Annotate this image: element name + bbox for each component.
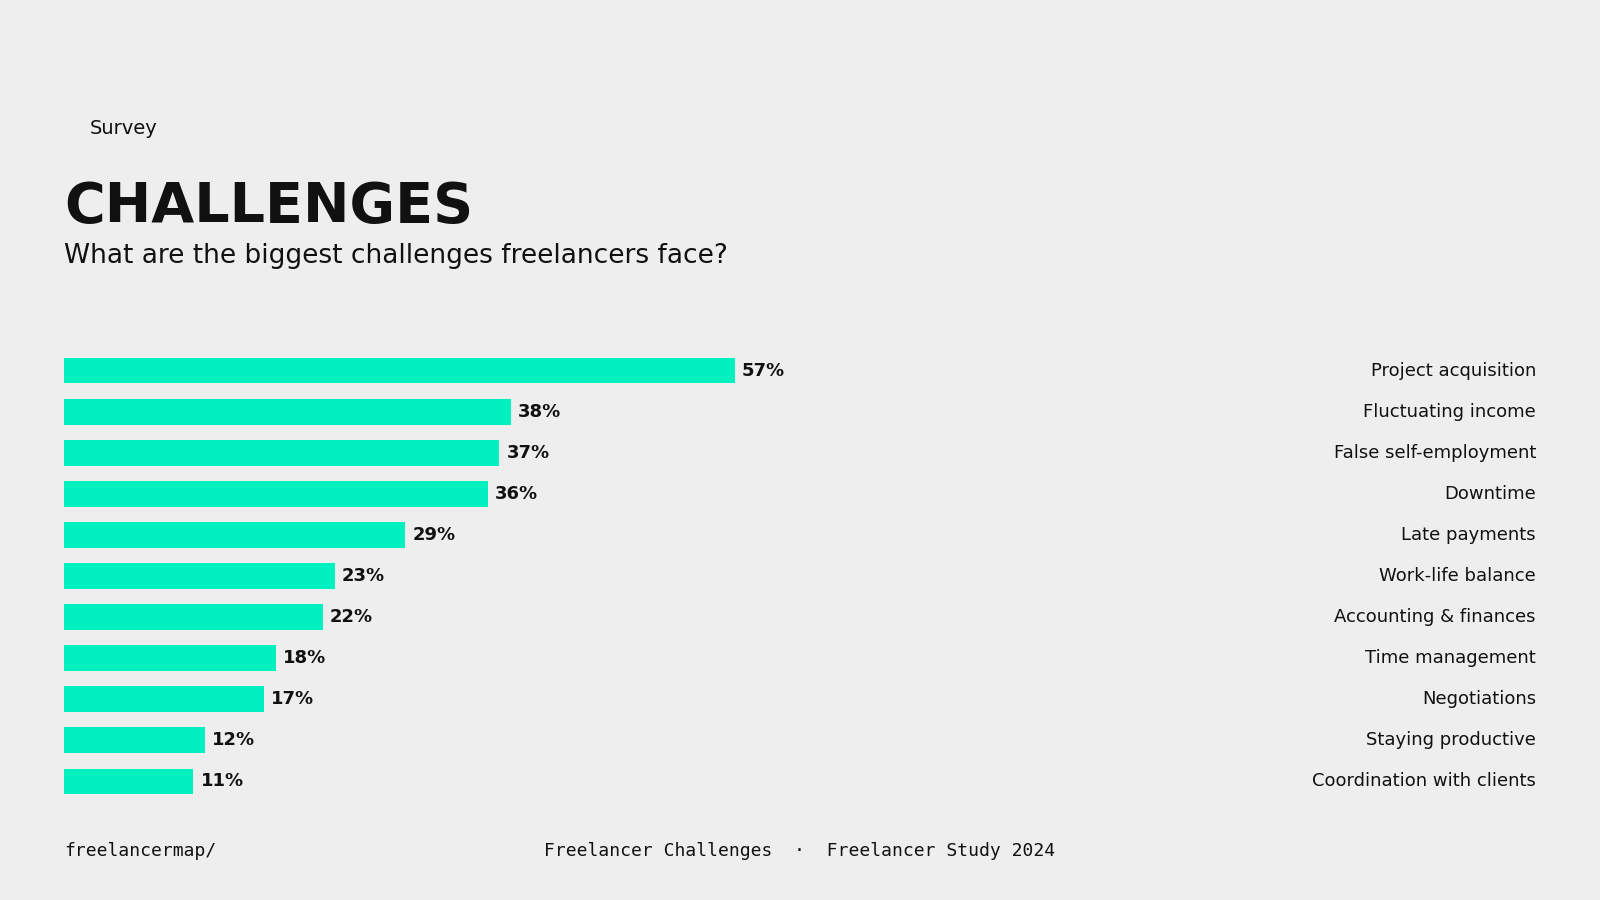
Text: Accounting & finances: Accounting & finances: [1334, 608, 1536, 626]
Text: Project acquisition: Project acquisition: [1371, 362, 1536, 380]
Bar: [64, 440, 499, 465]
Text: 36%: 36%: [494, 485, 538, 503]
Text: freelancermap/: freelancermap/: [64, 842, 216, 859]
Text: 23%: 23%: [342, 567, 384, 585]
Text: 18%: 18%: [283, 649, 326, 667]
Text: 12%: 12%: [213, 731, 256, 749]
Text: Fluctuating income: Fluctuating income: [1363, 403, 1536, 421]
Bar: [64, 399, 510, 425]
Text: 37%: 37%: [506, 444, 549, 462]
Text: 57%: 57%: [742, 362, 784, 380]
Text: Late payments: Late payments: [1402, 526, 1536, 544]
Text: 29%: 29%: [413, 526, 456, 544]
Text: Time management: Time management: [1365, 649, 1536, 667]
Bar: [64, 645, 275, 670]
Bar: [64, 727, 205, 753]
Bar: [64, 769, 194, 794]
Text: Coordination with clients: Coordination with clients: [1312, 772, 1536, 790]
Text: Freelancer Challenges  ·  Freelancer Study 2024: Freelancer Challenges · Freelancer Study…: [544, 842, 1056, 859]
Text: What are the biggest challenges freelancers face?: What are the biggest challenges freelanc…: [64, 243, 728, 269]
Text: Downtime: Downtime: [1445, 485, 1536, 503]
Bar: [64, 358, 734, 383]
Text: CHALLENGES: CHALLENGES: [64, 180, 474, 234]
Text: 17%: 17%: [270, 690, 314, 708]
Text: Work-life balance: Work-life balance: [1379, 567, 1536, 585]
Bar: [64, 522, 405, 548]
Bar: [64, 604, 323, 630]
Text: False self-employment: False self-employment: [1334, 444, 1536, 462]
Text: 11%: 11%: [200, 772, 243, 790]
Text: Negotiations: Negotiations: [1422, 690, 1536, 708]
Bar: [64, 482, 488, 507]
Text: 22%: 22%: [330, 608, 373, 626]
Text: Staying productive: Staying productive: [1366, 731, 1536, 749]
Bar: [64, 563, 334, 589]
Bar: [64, 687, 264, 712]
Text: 38%: 38%: [518, 403, 562, 421]
Text: Survey: Survey: [90, 119, 158, 138]
